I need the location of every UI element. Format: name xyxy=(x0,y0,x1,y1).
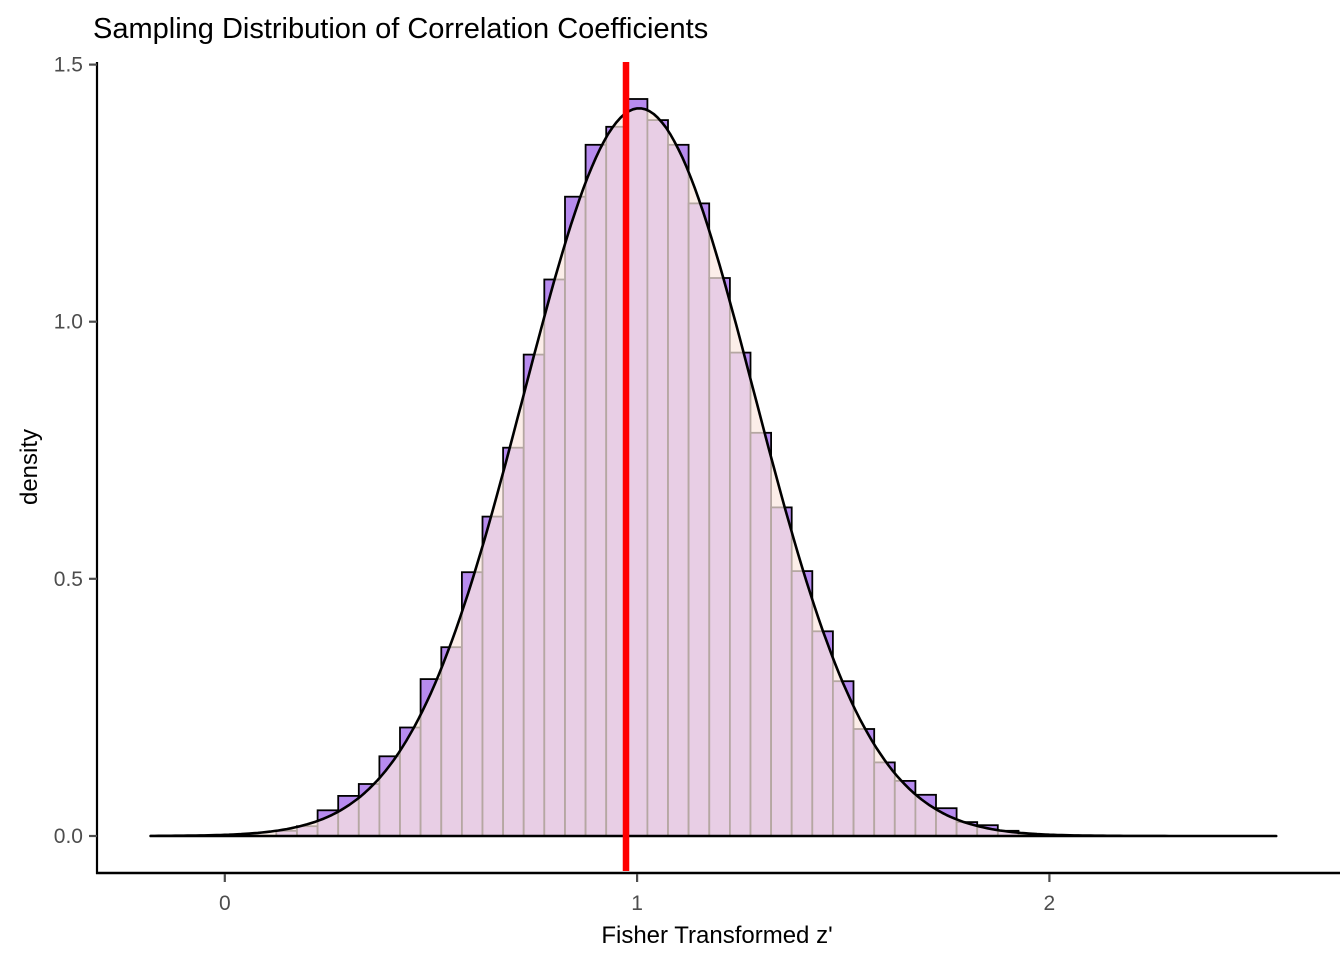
y-tick-label: 1.5 xyxy=(54,54,83,77)
x-tick-label: 0 xyxy=(219,892,231,915)
x-tick-label: 1 xyxy=(631,892,643,915)
y-tick-label: 0.0 xyxy=(54,825,83,848)
x-axis-title: Fisher Transformed z' xyxy=(601,922,833,949)
density-curve xyxy=(149,107,1278,838)
chart-title: Sampling Distribution of Correlation Coe… xyxy=(93,13,709,45)
y-tick-label: 0.5 xyxy=(54,568,83,591)
y-axis-title: density xyxy=(16,428,43,506)
x-tick-label: 2 xyxy=(1044,892,1056,915)
y-tick-label: 1.0 xyxy=(54,311,83,334)
